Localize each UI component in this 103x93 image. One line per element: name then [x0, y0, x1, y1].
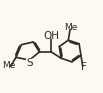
Text: Me: Me [64, 23, 78, 32]
Text: Me: Me [2, 61, 15, 70]
Text: F: F [81, 62, 87, 72]
Text: OH: OH [43, 31, 59, 41]
Text: S: S [26, 58, 33, 68]
